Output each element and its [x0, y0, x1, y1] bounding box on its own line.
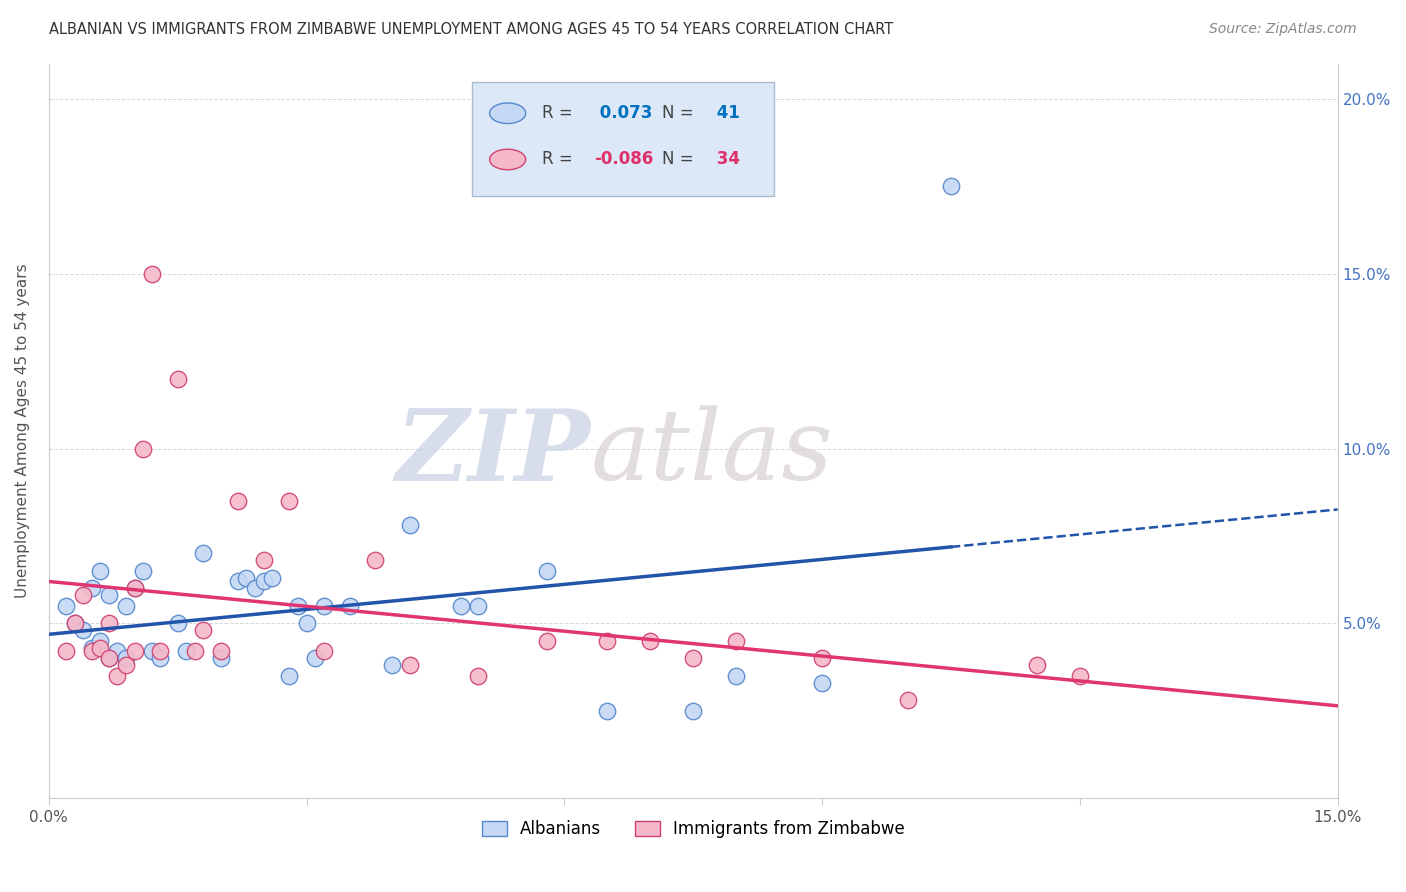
- Point: [811, 651, 834, 665]
- Legend: Albanians, Immigrants from Zimbabwe: Albanians, Immigrants from Zimbabwe: [475, 814, 911, 845]
- Point: [149, 651, 172, 665]
- Text: 34: 34: [711, 151, 741, 169]
- Point: [939, 179, 962, 194]
- Point: [174, 644, 197, 658]
- Point: [682, 704, 704, 718]
- Point: [107, 644, 129, 658]
- Point: [811, 675, 834, 690]
- Text: R =: R =: [543, 104, 574, 122]
- Point: [89, 564, 111, 578]
- Text: ALBANIAN VS IMMIGRANTS FROM ZIMBABWE UNEMPLOYMENT AMONG AGES 45 TO 54 YEARS CORR: ALBANIAN VS IMMIGRANTS FROM ZIMBABWE UNE…: [49, 22, 893, 37]
- Point: [209, 651, 232, 665]
- Point: [193, 546, 215, 560]
- Text: ZIP: ZIP: [395, 405, 591, 501]
- Point: [141, 644, 163, 658]
- Text: R =: R =: [543, 151, 574, 169]
- Point: [97, 651, 120, 665]
- Point: [55, 599, 77, 613]
- Point: [124, 582, 146, 596]
- Point: [226, 494, 249, 508]
- Point: [640, 633, 662, 648]
- Point: [262, 571, 284, 585]
- Point: [596, 704, 619, 718]
- Text: N =: N =: [662, 151, 695, 169]
- Point: [278, 494, 301, 508]
- Point: [278, 669, 301, 683]
- Point: [450, 599, 472, 613]
- FancyBboxPatch shape: [471, 82, 775, 196]
- Point: [312, 644, 335, 658]
- Point: [72, 624, 94, 638]
- Point: [97, 616, 120, 631]
- Point: [596, 633, 619, 648]
- Point: [312, 599, 335, 613]
- Point: [80, 644, 103, 658]
- Text: atlas: atlas: [591, 406, 832, 500]
- Point: [107, 669, 129, 683]
- Y-axis label: Unemployment Among Ages 45 to 54 years: Unemployment Among Ages 45 to 54 years: [15, 264, 30, 599]
- Point: [467, 669, 489, 683]
- Point: [141, 267, 163, 281]
- Point: [124, 582, 146, 596]
- Point: [287, 599, 309, 613]
- Point: [682, 651, 704, 665]
- Point: [243, 582, 266, 596]
- Point: [89, 640, 111, 655]
- Point: [193, 624, 215, 638]
- Point: [725, 669, 748, 683]
- Point: [295, 616, 318, 631]
- Text: 0.073: 0.073: [593, 104, 652, 122]
- Point: [115, 658, 138, 673]
- Point: [80, 582, 103, 596]
- Point: [80, 640, 103, 655]
- Point: [72, 588, 94, 602]
- Point: [55, 644, 77, 658]
- Point: [63, 616, 86, 631]
- Point: [897, 693, 920, 707]
- Point: [166, 616, 188, 631]
- Point: [97, 651, 120, 665]
- Text: N =: N =: [662, 104, 695, 122]
- Point: [304, 651, 326, 665]
- Text: -0.086: -0.086: [593, 151, 654, 169]
- Point: [467, 599, 489, 613]
- Point: [398, 518, 420, 533]
- Point: [124, 644, 146, 658]
- Point: [63, 616, 86, 631]
- Point: [149, 644, 172, 658]
- Point: [209, 644, 232, 658]
- Point: [1069, 669, 1091, 683]
- Point: [115, 651, 138, 665]
- Point: [398, 658, 420, 673]
- Point: [381, 658, 404, 673]
- Point: [536, 633, 558, 648]
- Point: [364, 553, 387, 567]
- Point: [132, 564, 155, 578]
- Point: [1026, 658, 1049, 673]
- Point: [166, 372, 188, 386]
- Point: [235, 571, 257, 585]
- Point: [115, 599, 138, 613]
- Text: 41: 41: [711, 104, 740, 122]
- Point: [226, 574, 249, 589]
- Circle shape: [489, 103, 526, 123]
- Text: Source: ZipAtlas.com: Source: ZipAtlas.com: [1209, 22, 1357, 37]
- Point: [132, 442, 155, 456]
- Point: [97, 588, 120, 602]
- Point: [536, 564, 558, 578]
- Point: [252, 574, 274, 589]
- Point: [725, 633, 748, 648]
- Point: [252, 553, 274, 567]
- Point: [339, 599, 361, 613]
- Point: [89, 633, 111, 648]
- Point: [184, 644, 207, 658]
- Circle shape: [489, 149, 526, 169]
